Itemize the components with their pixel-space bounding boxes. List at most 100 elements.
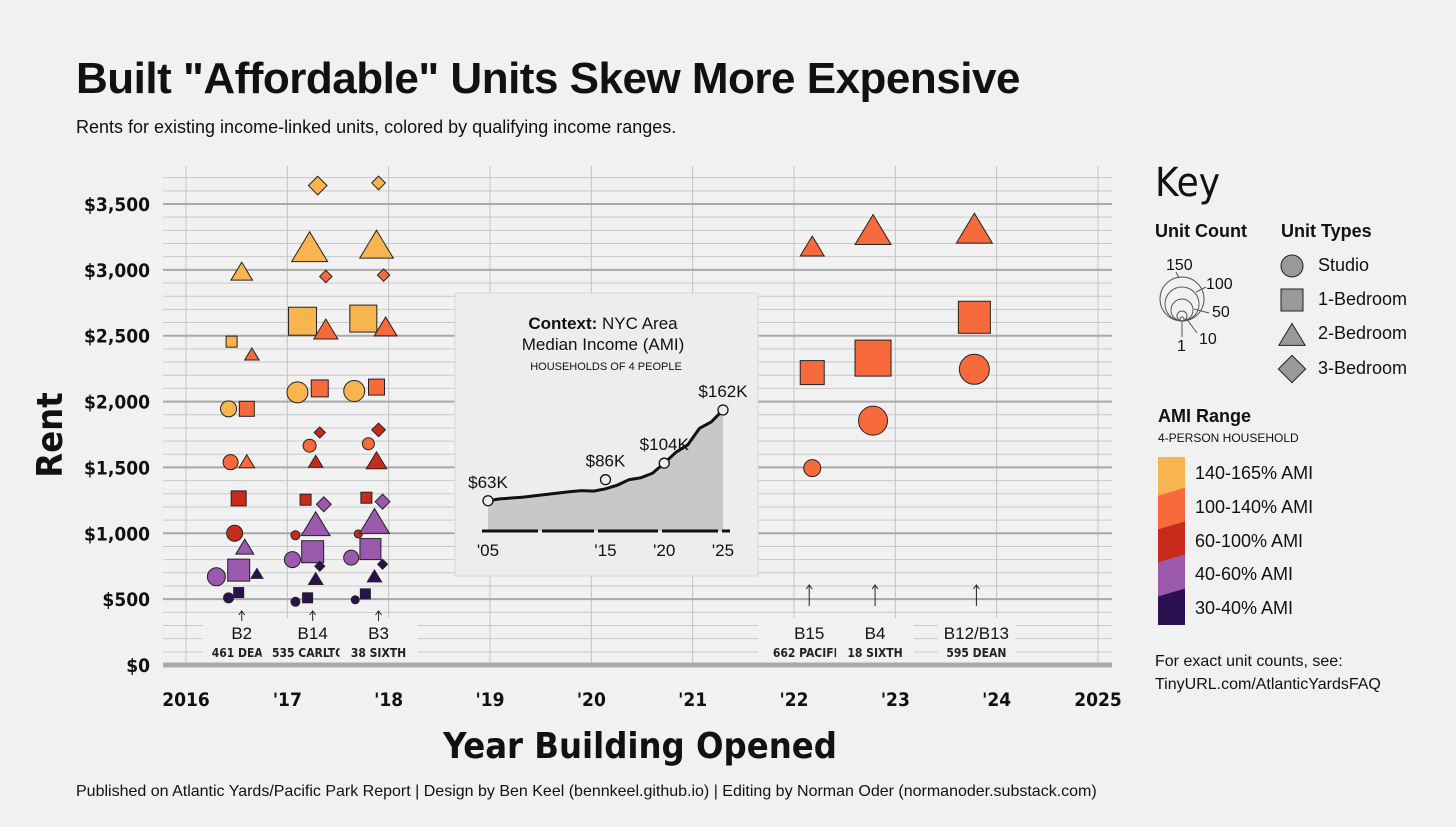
data-point-square (225, 335, 238, 348)
unit-count-10: 10 (1199, 331, 1217, 348)
data-point-diamond (318, 269, 333, 284)
data-point-circle (226, 524, 244, 542)
count-leader (1175, 271, 1180, 279)
data-point-circle (302, 438, 317, 453)
data-point-square (230, 490, 247, 507)
data-point-circle (290, 596, 301, 607)
unit-count-100: 100 (1206, 276, 1233, 293)
ami-swatch-100-140 (1158, 487, 1185, 530)
building-address: 662 PACIFIC (773, 646, 846, 660)
data-point-square (299, 493, 312, 506)
chart-title: Built "Affordable" Units Skew More Expen… (76, 54, 1020, 103)
data-point-triangle (307, 571, 324, 586)
y-tick-label: $500 (102, 589, 150, 611)
x-tick-label: 2025 (1074, 689, 1122, 711)
key-circle-icon (1280, 254, 1304, 278)
x-tick-label: '18 (374, 689, 403, 711)
unit-count-50: 50 (1212, 304, 1230, 321)
data-point-diamond (371, 422, 387, 438)
data-point-triangle (358, 229, 395, 259)
data-point-circle (222, 454, 239, 471)
inset-income-chart: Context: NYC Area Median Income (AMI) HOUS… (454, 292, 759, 577)
data-point-circle (803, 459, 822, 478)
data-point-square (301, 540, 325, 564)
data-point-square (854, 339, 892, 377)
data-point-triangle (799, 235, 826, 257)
data-point-circle (283, 551, 301, 569)
count-leader (1195, 286, 1207, 293)
data-point-triangle (238, 453, 256, 469)
data-point-diamond (374, 493, 391, 510)
footer-credits: Published on Atlantic Yards/Pacific Park… (76, 783, 1097, 800)
x-tick-label: '24 (982, 689, 1011, 711)
y-tick-label: $2,000 (84, 392, 150, 414)
key-title: Key (1155, 160, 1221, 206)
data-point-diamond (315, 496, 332, 513)
inset-x-label: '15 (594, 541, 616, 560)
x-axis-title: Year Building Opened (442, 726, 837, 767)
data-point-triangle (373, 316, 398, 337)
data-point-triangle (955, 212, 994, 244)
inset-point-label: $86K (586, 452, 626, 471)
data-point-square (310, 379, 329, 398)
data-point-square (360, 491, 373, 504)
x-tick-label: '20 (577, 689, 606, 711)
ami-40-60-label: 40-60% AMI (1195, 564, 1294, 584)
data-point-triangle (300, 510, 331, 537)
data-point-square (799, 360, 825, 386)
building-arrowhead (375, 610, 382, 616)
building-code: B15 (794, 624, 824, 643)
ami-swatch-30-40 (1158, 588, 1185, 625)
data-point-circle (206, 567, 226, 587)
data-point-circle (290, 530, 301, 541)
unit-count-heading: Unit Count (1155, 221, 1247, 241)
unit-type-3br-label: 3-Bedroom (1318, 358, 1408, 378)
key-diamond-icon (1277, 354, 1307, 384)
ami-100-140-label: 100-140% AMI (1195, 497, 1314, 517)
data-point-circle (858, 405, 889, 436)
y-tick-label: $3,000 (84, 260, 150, 282)
data-point-diamond (376, 268, 391, 283)
inset-title-line2: Median Income (AMI) (522, 335, 685, 354)
y-tick-label: $1,500 (84, 457, 150, 479)
data-point-circle (286, 381, 309, 404)
data-point-circle (343, 380, 366, 403)
building-arrowhead (238, 610, 246, 616)
inset-x-label: '20 (653, 541, 675, 560)
inset-x-label: '05 (477, 541, 499, 560)
ami-60-100-label: 60-100% AMI (1195, 531, 1304, 551)
y-tick-label: $3,500 (84, 194, 150, 216)
building-address: 461 DEAN (212, 646, 272, 660)
inset-line (487, 408, 725, 503)
data-point-square (957, 300, 991, 334)
data-point-square (302, 592, 314, 604)
data-point-triangle (366, 568, 383, 583)
data-point-triangle (358, 507, 391, 534)
building-code: B4 (865, 624, 886, 643)
x-tick-label: '22 (779, 689, 808, 711)
inset-point (717, 404, 729, 416)
data-point-square (288, 306, 318, 336)
ami-140-165-label: 140-165% AMI (1195, 463, 1314, 483)
x-tick-label: '19 (475, 689, 504, 711)
data-point-square (227, 558, 251, 582)
chart-subtitle: Rents for existing income-linked units, … (76, 117, 677, 137)
data-point-diamond (307, 175, 328, 196)
data-point-diamond (314, 560, 326, 572)
count-circle-100 (1164, 286, 1200, 322)
data-point-triangle (312, 318, 339, 340)
count-leader (1185, 317, 1198, 334)
ami-swatch-40-60 (1158, 554, 1185, 597)
ami-swatch-60-100 (1158, 521, 1185, 563)
data-point-circle (350, 595, 360, 605)
x-tick-label: 2016 (162, 689, 210, 711)
building-code: B12/B13 (944, 624, 1009, 643)
building-code: B14 (298, 624, 328, 643)
data-point-diamond (313, 426, 327, 439)
note-link[interactable]: TinyURL.com/AtlanticYardsFAQ (1155, 676, 1381, 693)
key-square-icon (1280, 288, 1304, 312)
inset-point (482, 495, 494, 507)
unit-count-150: 150 (1166, 257, 1193, 274)
inset-title: Context: NYC Area (528, 314, 678, 333)
